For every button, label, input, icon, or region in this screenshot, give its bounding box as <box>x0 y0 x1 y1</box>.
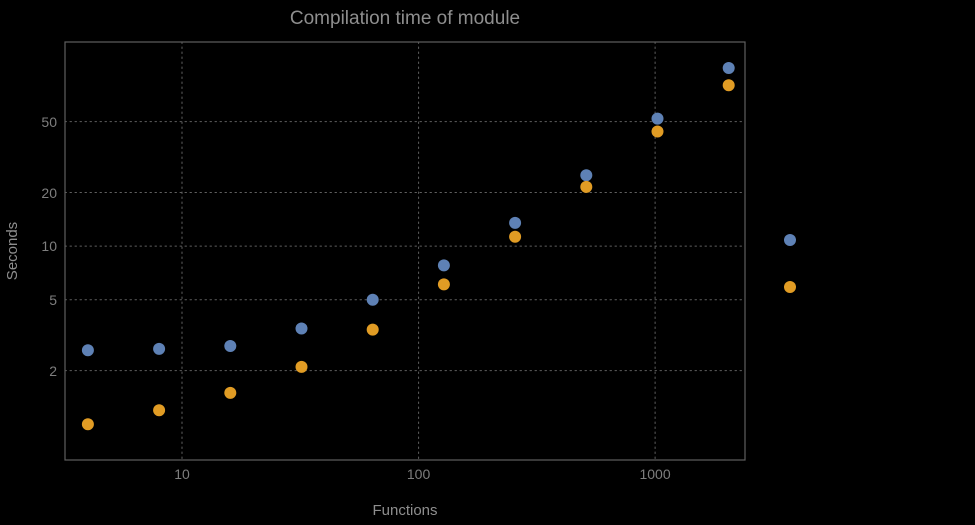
data-point-series-1 <box>722 62 735 74</box>
data-point-series-2 <box>295 360 308 373</box>
y-axis-label: Seconds <box>4 221 21 281</box>
data-point-series-2 <box>366 323 379 336</box>
x-tick-label-100: 100 <box>406 466 431 482</box>
data-point-series-1 <box>224 340 237 352</box>
y-axis-ticks: 2 5 10 20 50 <box>0 0 57 525</box>
x-tick-label-1000: 1000 <box>639 466 671 482</box>
x-tick-label-10: 10 <box>174 466 190 482</box>
legend-marker-series-1 <box>784 234 796 246</box>
data-point-series-2 <box>722 79 735 92</box>
plot-frame <box>64 41 746 461</box>
legend <box>784 234 796 293</box>
data-point-series-2 <box>437 278 450 291</box>
data-point-series-2 <box>153 404 166 417</box>
data-point-series-1 <box>509 216 522 229</box>
data-point-series-2 <box>224 386 237 399</box>
data-point-series-1 <box>153 342 166 355</box>
data-point-series-1 <box>295 322 308 335</box>
data-point-series-1 <box>366 293 379 306</box>
legend-marker-series-2 <box>784 281 796 293</box>
x-axis-ticks: 10 100 1000 <box>0 466 975 486</box>
data-point-series-2 <box>509 230 522 243</box>
y-tick-label-20: 20 <box>41 184 57 201</box>
data-point-series-1 <box>81 344 94 357</box>
y-tick-label-50: 50 <box>41 113 57 130</box>
data-point-series-2 <box>81 418 94 431</box>
y-tick-label-5: 5 <box>49 291 57 308</box>
data-point-series-1 <box>580 169 593 182</box>
data-point-series-1 <box>651 112 664 125</box>
data-point-series-1 <box>437 259 450 272</box>
data-point-series-2 <box>651 125 664 138</box>
x-axis-label: Functions <box>372 502 438 519</box>
data-point-series-2 <box>580 180 593 193</box>
plot-title: Compilation time of module <box>289 8 521 29</box>
y-tick-label-2: 2 <box>49 362 57 379</box>
y-tick-label-10: 10 <box>41 238 57 255</box>
